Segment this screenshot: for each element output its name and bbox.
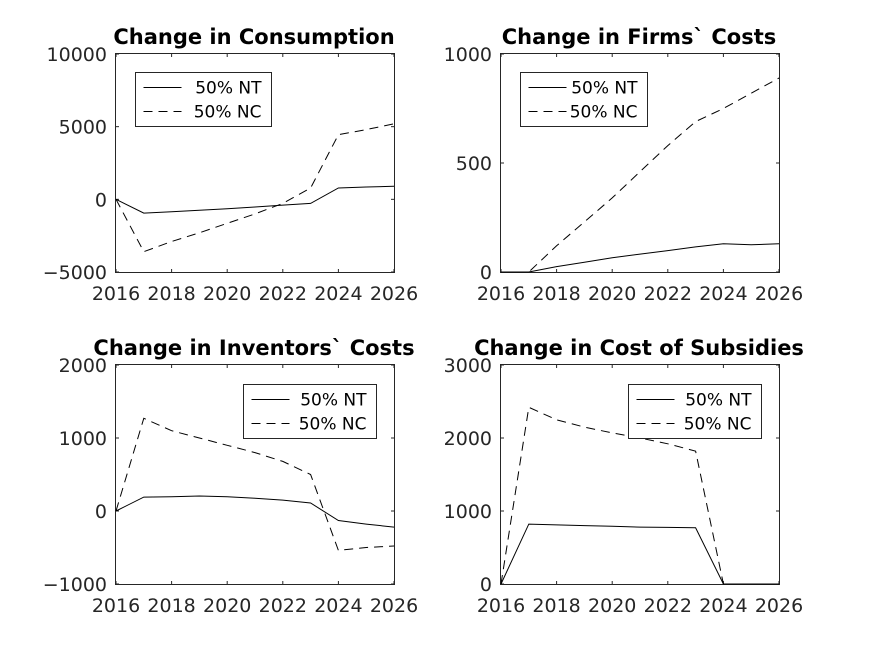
x-tick-label: 2022 bbox=[259, 283, 307, 305]
x-tick-label: 2024 bbox=[314, 595, 362, 617]
x-tick-label: 2016 bbox=[477, 595, 525, 617]
x-tick-label: 2018 bbox=[147, 283, 195, 305]
x-tick-label: 2026 bbox=[370, 283, 418, 305]
x-tick-label: 2022 bbox=[259, 595, 307, 617]
legend-label: 50% NC bbox=[684, 415, 752, 435]
chart-title: Change in Cost of Subsidies bbox=[474, 336, 804, 360]
x-tick-label: 2026 bbox=[755, 595, 803, 617]
chart-panel-firms-costs: Change in Firms` Costs 2016 2018 2020 2022 2… bbox=[444, 25, 804, 305]
legend-box bbox=[135, 72, 272, 127]
legend-box bbox=[520, 72, 648, 127]
x-tick-label: 2016 bbox=[92, 595, 140, 617]
y-tick-label: 1000 bbox=[444, 501, 492, 523]
legend-label: 50% NT bbox=[300, 391, 367, 411]
series-line-nt bbox=[115, 185, 395, 214]
x-tick-label: 2020 bbox=[588, 283, 636, 305]
x-tick-label: 2026 bbox=[755, 283, 803, 305]
legend: 50% NT 50% NC bbox=[243, 384, 377, 439]
series-line-nc bbox=[500, 406, 779, 585]
legend-box bbox=[628, 384, 762, 439]
series-line-nt bbox=[115, 495, 395, 528]
series-line-nt bbox=[501, 243, 780, 273]
x-tick-label: 2020 bbox=[588, 595, 636, 617]
series-line-nc bbox=[115, 417, 395, 551]
chart-title: Change in Consumption bbox=[113, 25, 394, 49]
legend: 50% NT 50% NC bbox=[628, 384, 762, 439]
y-tick-label: 3000 bbox=[444, 355, 492, 377]
x-tick-label: 2018 bbox=[532, 595, 580, 617]
legend-label: 50% NT bbox=[571, 79, 638, 99]
chart-title: Change in Inventors` Costs bbox=[93, 336, 414, 360]
chart-title: Change in Firms` Costs bbox=[502, 25, 777, 49]
x-tick-label: 2026 bbox=[370, 595, 418, 617]
legend-box bbox=[243, 384, 377, 439]
x-tick-label: 2024 bbox=[699, 595, 747, 617]
chart-panel-consumption: Change in Consumption 2016 2018 2020 2022 20… bbox=[43, 25, 418, 305]
y-tick-label: 1000 bbox=[59, 428, 107, 450]
y-tick-label: 2000 bbox=[59, 355, 107, 377]
legend-label: 50% NC bbox=[299, 415, 367, 435]
chart-panel-subsidies: Change in Cost of Subsidies 2016 2018 2020… bbox=[444, 336, 804, 617]
series-line-nc bbox=[501, 77, 780, 273]
y-tick-label: 0 bbox=[95, 501, 107, 523]
legend: 50% NT 50% NC bbox=[520, 72, 648, 127]
y-tick-label: 500 bbox=[456, 153, 492, 175]
series-line-nc bbox=[115, 123, 395, 253]
legend-label: 50% NC bbox=[570, 103, 638, 123]
chart-panel-inventors-costs: Change in Inventors` Costs 2016 2018 2020 2… bbox=[43, 336, 418, 617]
legend-label: 50% NT bbox=[195, 79, 262, 99]
x-tick-label: 2022 bbox=[644, 595, 692, 617]
x-tick-label: 2018 bbox=[147, 595, 195, 617]
y-tick-label: −1000 bbox=[43, 574, 107, 596]
x-tick-label: 2016 bbox=[92, 283, 140, 305]
x-tick-label: 2016 bbox=[477, 283, 525, 305]
y-tick-label: −5000 bbox=[43, 262, 107, 284]
y-tick-label: 0 bbox=[95, 189, 107, 211]
x-tick-label: 2020 bbox=[203, 283, 251, 305]
x-tick-label: 2018 bbox=[532, 283, 580, 305]
y-tick-label: 1000 bbox=[444, 44, 492, 66]
legend: 50% NT 50% NC bbox=[135, 72, 272, 127]
y-tick-label: 0 bbox=[480, 574, 492, 596]
legend-label: 50% NC bbox=[194, 103, 262, 123]
x-tick-label: 2024 bbox=[699, 283, 747, 305]
y-tick-label: 5000 bbox=[59, 117, 107, 139]
y-tick-label: 2000 bbox=[444, 428, 492, 450]
legend-label: 50% NT bbox=[685, 391, 752, 411]
x-tick-label: 2022 bbox=[644, 283, 692, 305]
x-tick-label: 2024 bbox=[314, 283, 362, 305]
x-tick-label: 2020 bbox=[203, 595, 251, 617]
y-tick-label: 10000 bbox=[47, 44, 107, 66]
y-tick-label: 0 bbox=[480, 262, 492, 284]
